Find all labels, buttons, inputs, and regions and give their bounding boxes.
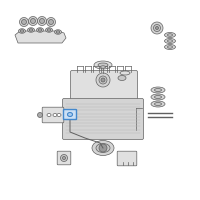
Circle shape	[48, 20, 54, 24]
Ellipse shape	[47, 114, 51, 116]
FancyBboxPatch shape	[70, 71, 138, 104]
Ellipse shape	[154, 102, 162, 106]
Ellipse shape	[68, 112, 72, 116]
Ellipse shape	[101, 66, 106, 68]
Ellipse shape	[20, 30, 24, 32]
Circle shape	[99, 144, 107, 152]
Ellipse shape	[47, 29, 51, 31]
FancyBboxPatch shape	[64, 110, 76, 119]
Ellipse shape	[164, 38, 176, 44]
Circle shape	[62, 156, 66, 160]
Ellipse shape	[29, 29, 33, 31]
FancyBboxPatch shape	[62, 98, 144, 140]
Ellipse shape	[164, 32, 176, 38]
Ellipse shape	[168, 34, 172, 36]
Ellipse shape	[151, 101, 165, 107]
Circle shape	[29, 17, 38, 25]
FancyBboxPatch shape	[117, 151, 137, 166]
Ellipse shape	[120, 71, 130, 75]
Circle shape	[22, 20, 26, 24]
Ellipse shape	[154, 88, 162, 92]
Circle shape	[30, 19, 36, 23]
Ellipse shape	[56, 31, 60, 33]
Polygon shape	[15, 31, 66, 43]
Ellipse shape	[54, 30, 62, 34]
FancyBboxPatch shape	[42, 107, 64, 123]
Ellipse shape	[154, 96, 162, 98]
Circle shape	[60, 154, 68, 162]
Ellipse shape	[151, 87, 165, 93]
Ellipse shape	[96, 144, 110, 152]
Ellipse shape	[164, 45, 176, 49]
Ellipse shape	[94, 61, 112, 69]
Circle shape	[46, 18, 56, 26]
Circle shape	[99, 76, 107, 84]
Ellipse shape	[92, 140, 114, 156]
FancyBboxPatch shape	[57, 151, 71, 165]
Ellipse shape	[36, 28, 44, 32]
Circle shape	[38, 112, 42, 117]
Ellipse shape	[168, 40, 172, 42]
Circle shape	[154, 24, 160, 31]
Ellipse shape	[28, 28, 35, 32]
Ellipse shape	[118, 75, 126, 80]
Circle shape	[38, 17, 46, 25]
Circle shape	[151, 22, 163, 34]
Ellipse shape	[57, 114, 61, 116]
Ellipse shape	[168, 46, 172, 48]
Ellipse shape	[53, 114, 57, 116]
Ellipse shape	[151, 94, 165, 100]
Ellipse shape	[98, 63, 108, 67]
Circle shape	[20, 18, 29, 26]
Ellipse shape	[38, 29, 42, 31]
Ellipse shape	[46, 28, 52, 32]
Circle shape	[101, 78, 105, 82]
Circle shape	[156, 26, 158, 29]
Ellipse shape	[18, 29, 26, 33]
Circle shape	[40, 19, 44, 23]
Circle shape	[96, 73, 110, 87]
